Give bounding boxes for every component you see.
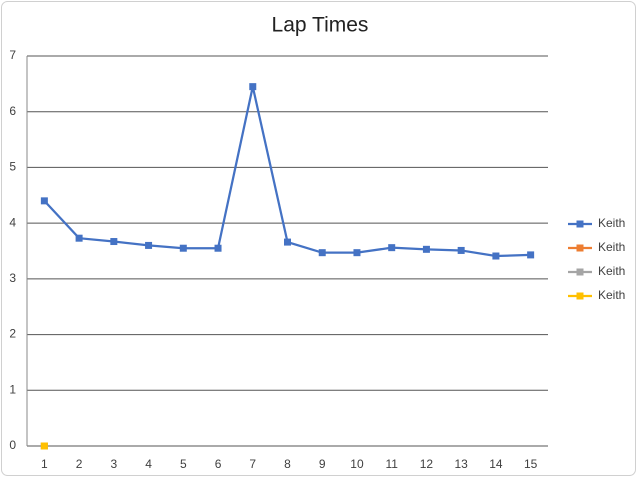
point-marker bbox=[40, 442, 48, 450]
point-marker bbox=[388, 244, 396, 252]
y-tick-label: 5 bbox=[9, 160, 16, 174]
x-tick-label: 11 bbox=[385, 457, 398, 471]
legend-marker bbox=[576, 268, 584, 276]
point-marker bbox=[422, 245, 430, 253]
y-tick-label: 4 bbox=[9, 215, 16, 229]
x-tick-label: 15 bbox=[524, 457, 538, 471]
point-marker bbox=[492, 252, 500, 260]
point-marker bbox=[75, 234, 83, 242]
x-tick-label: 10 bbox=[350, 457, 364, 471]
x-tick-label: 12 bbox=[420, 457, 434, 471]
x-tick-label: 8 bbox=[284, 457, 291, 471]
point-marker bbox=[179, 244, 187, 252]
y-tick-label: 0 bbox=[9, 438, 16, 452]
legend-marker bbox=[576, 292, 584, 300]
point-marker bbox=[214, 244, 222, 252]
chart-title: Lap Times bbox=[272, 14, 369, 37]
x-tick-label: 13 bbox=[454, 457, 468, 471]
point-marker bbox=[249, 83, 257, 91]
point-marker bbox=[457, 246, 465, 254]
x-tick-label: 5 bbox=[180, 457, 187, 471]
legend-label: Keith bbox=[598, 288, 625, 302]
x-tick-label: 6 bbox=[215, 457, 222, 471]
y-tick-label: 3 bbox=[9, 271, 16, 285]
legend-marker bbox=[576, 244, 584, 252]
x-tick-label: 9 bbox=[319, 457, 326, 471]
point-marker bbox=[527, 251, 535, 259]
x-tick-label: 3 bbox=[110, 457, 117, 471]
x-tick-label: 7 bbox=[249, 457, 256, 471]
y-tick-label: 7 bbox=[9, 48, 16, 62]
legend-label: Keith bbox=[598, 240, 625, 254]
point-marker bbox=[110, 238, 118, 246]
legend-label: Keith bbox=[598, 264, 625, 278]
x-tick-label: 1 bbox=[41, 457, 48, 471]
point-marker bbox=[353, 249, 361, 257]
point-marker bbox=[318, 249, 326, 257]
legend-marker bbox=[576, 220, 584, 228]
y-tick-label: 1 bbox=[9, 382, 16, 396]
point-marker bbox=[40, 197, 48, 205]
y-tick-label: 2 bbox=[9, 327, 16, 341]
x-tick-label: 14 bbox=[489, 457, 503, 471]
legend-label: Keith bbox=[598, 216, 625, 230]
point-marker bbox=[284, 238, 291, 246]
x-tick-label: 4 bbox=[145, 457, 152, 471]
point-marker bbox=[145, 241, 153, 249]
x-tick-label: 2 bbox=[76, 457, 83, 471]
y-tick-label: 6 bbox=[9, 104, 16, 118]
